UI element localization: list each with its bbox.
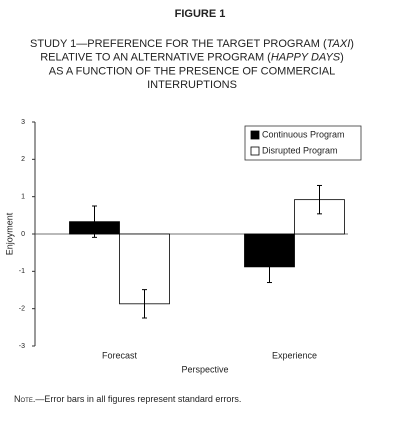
title-segment: INTERRUPTIONS [147, 79, 237, 91]
y-tick-label: -3 [19, 343, 25, 350]
x-tick-label: Experience [272, 350, 317, 360]
title-segment: HAPPY DAYS [271, 52, 341, 64]
y-axis-label: Enjoyment [4, 212, 14, 255]
y-tick-label: 3 [21, 119, 25, 126]
x-tick-label: Forecast [102, 350, 138, 360]
legend-label: Disrupted Program [262, 145, 338, 155]
y-tick-label: 1 [21, 194, 25, 201]
title-segment: TAXI [327, 38, 351, 50]
title-segment: ) [340, 52, 344, 64]
legend-swatch [250, 146, 260, 156]
title-segment: AS A FUNCTION OF THE PRESENCE OF COMMERC… [49, 65, 335, 77]
title-segment: RELATIVE TO AN ALTERNATIVE PROGRAM ( [40, 52, 271, 64]
legend-swatch [250, 130, 260, 140]
note-text: Error bars in all figures represent stan… [44, 394, 241, 404]
title-segment: STUDY 1—PREFERENCE FOR THE TARGET PROGRA… [30, 38, 327, 50]
x-axis-label: Perspective [181, 364, 228, 374]
title-segment: ) [350, 38, 354, 50]
y-tick-label: 0 [21, 231, 25, 238]
title-line: INTERRUPTIONS [147, 79, 237, 91]
legend-label: Continuous Program [262, 129, 345, 139]
y-tick-label: 2 [21, 156, 25, 163]
title-line: AS A FUNCTION OF THE PRESENCE OF COMMERC… [49, 65, 335, 77]
note-lead: Note.— [14, 394, 44, 404]
y-tick-label: -1 [19, 268, 25, 275]
title-line: STUDY 1—PREFERENCE FOR THE TARGET PROGRA… [30, 38, 354, 50]
title-line: RELATIVE TO AN ALTERNATIVE PROGRAM (HAPP… [40, 52, 344, 64]
legend-box [244, 125, 362, 161]
y-tick-label: -2 [19, 306, 25, 313]
note: Note.—Error bars in all figures represen… [14, 394, 241, 404]
figure-label: FIGURE 1 [175, 8, 226, 20]
